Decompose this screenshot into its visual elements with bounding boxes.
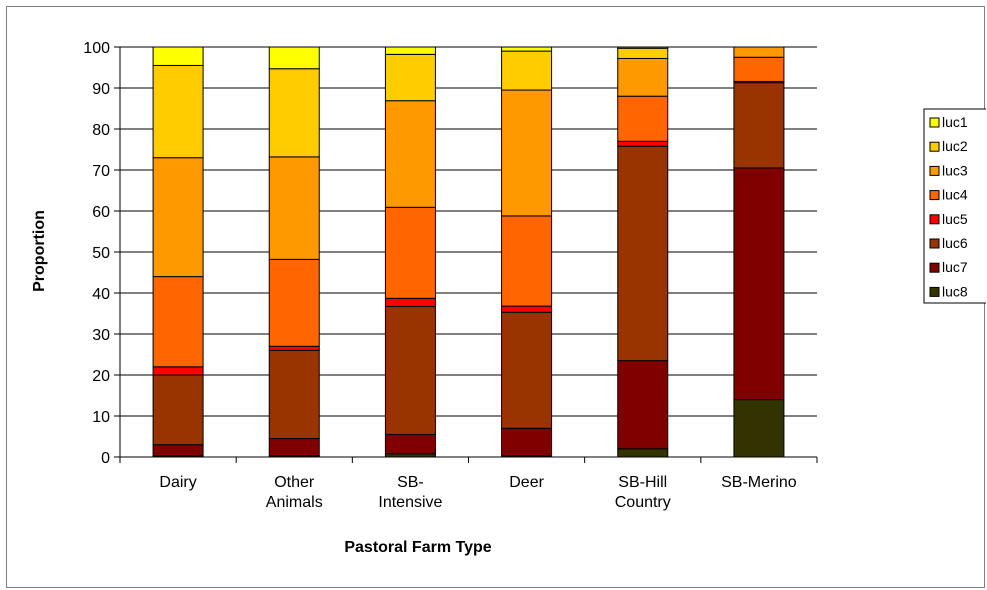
bar-segment-luc5 xyxy=(384,297,436,308)
chart-frame: 0 10 20 30 40 50 60 70 80 90 100 Dairy Other Animals S… xyxy=(6,6,986,588)
bar-segment-luc4 xyxy=(501,215,553,307)
legend-label-luc8: luc8 xyxy=(942,283,968,299)
legend: luc1 luc2 luc3 luc4 luc5 luc6 luc7 luc8 xyxy=(923,108,986,304)
bar-segment-luc8 xyxy=(733,399,785,458)
bar-segment-luc7 xyxy=(733,167,785,401)
axes xyxy=(114,46,818,463)
bar-segment-luc6 xyxy=(152,374,204,446)
bar-segment-luc2 xyxy=(152,64,204,159)
bar-segment-luc5 xyxy=(268,345,320,351)
bar-segment-luc6 xyxy=(733,82,785,169)
legend-swatch-luc6 xyxy=(929,238,940,249)
gridlines xyxy=(120,46,817,417)
bar-segment-luc2 xyxy=(384,53,436,102)
legend-label-luc2: luc2 xyxy=(942,138,968,154)
bar-segment-luc2 xyxy=(268,68,320,158)
bar-segment-luc5 xyxy=(501,305,553,313)
bar-segment-luc5 xyxy=(617,140,669,147)
x-tick-label: Other Animals xyxy=(266,474,323,511)
bar-segment-luc2 xyxy=(501,50,553,91)
legend-label-luc4: luc4 xyxy=(942,187,968,203)
bar-segment-luc6 xyxy=(268,349,320,440)
bar-segment-luc2 xyxy=(617,47,669,59)
bar-segment-luc3 xyxy=(617,57,669,97)
bar-segment-luc1 xyxy=(384,46,436,55)
bar-segment-luc3 xyxy=(733,46,785,58)
bar-segment-luc3 xyxy=(152,157,204,278)
y-tick-label: 0 xyxy=(101,450,110,467)
y-tick-label: 20 xyxy=(92,368,110,385)
bar-segment-luc6 xyxy=(501,311,553,429)
bar-segment-luc3 xyxy=(268,156,320,260)
y-axis-title: Proportion xyxy=(31,210,48,292)
y-tick-label: 80 xyxy=(92,122,110,139)
y-tick-label: 50 xyxy=(92,245,110,262)
bar-segment-luc6 xyxy=(384,306,436,435)
legend-swatch-luc1 xyxy=(929,117,940,128)
x-tick-label: SB-Intensive xyxy=(378,474,442,511)
bar-segment-luc4 xyxy=(152,276,204,368)
bar-segment-luc1 xyxy=(152,46,204,66)
y-tick-label: 90 xyxy=(92,81,110,98)
bar-segment-luc1 xyxy=(268,46,320,70)
bar-segment-luc7 xyxy=(384,433,436,455)
bar-segment-luc3 xyxy=(384,100,436,208)
bar-segment-luc4 xyxy=(617,95,669,142)
legend-swatch-luc4 xyxy=(929,190,940,201)
bar-segment-luc1 xyxy=(501,46,553,52)
legend-swatch-luc7 xyxy=(929,262,940,273)
legend-swatch-luc3 xyxy=(929,165,940,176)
bars xyxy=(152,46,785,458)
x-axis-title: Pastoral Farm Type xyxy=(344,539,491,556)
legend-label-luc7: luc7 xyxy=(942,259,968,275)
bar-segment-luc1 xyxy=(617,46,669,49)
legend-swatch-luc8 xyxy=(929,286,940,297)
bar-segment-luc3 xyxy=(501,89,553,217)
stacked-bar-chart: 0 10 20 30 40 50 60 70 80 90 100 Dairy Other Animals S… xyxy=(31,40,986,556)
legend-label-luc5: luc5 xyxy=(942,211,968,227)
legend-label-luc6: luc6 xyxy=(942,235,968,251)
bar-segment-luc5 xyxy=(152,366,204,376)
x-tick-label: SB-Hill Country xyxy=(615,474,671,511)
bar-segment-luc8 xyxy=(617,448,669,458)
bar-segment-luc4 xyxy=(384,206,436,299)
bar-segment-luc6 xyxy=(617,145,669,362)
bar-segment-luc7 xyxy=(268,438,320,457)
y-tick-label: 60 xyxy=(92,204,110,221)
legend-label-luc1: luc1 xyxy=(942,114,968,130)
legend-swatch-luc2 xyxy=(929,141,940,152)
legend-label-luc3: luc3 xyxy=(942,162,968,178)
bar-segment-luc4 xyxy=(268,258,320,347)
y-tick-label: 30 xyxy=(92,327,110,344)
x-tick-label: Deer xyxy=(509,474,544,491)
y-tick-label: 10 xyxy=(92,409,110,426)
x-tick-label: Dairy xyxy=(159,474,196,491)
y-tick-label: 40 xyxy=(92,286,110,303)
y-tick-label: 100 xyxy=(83,40,110,57)
bar-segment-luc4 xyxy=(733,56,785,82)
bar-segment-luc7 xyxy=(152,444,204,457)
y-tick-label: 70 xyxy=(92,163,110,180)
legend-swatch-luc5 xyxy=(929,214,940,225)
x-tick-label: SB-Merino xyxy=(721,474,797,491)
tick-labels: 0 10 20 30 40 50 60 70 80 90 100 Dairy Other Animals S… xyxy=(83,40,797,511)
bar-segment-luc7 xyxy=(617,360,669,450)
bar-segment-luc7 xyxy=(501,427,553,457)
